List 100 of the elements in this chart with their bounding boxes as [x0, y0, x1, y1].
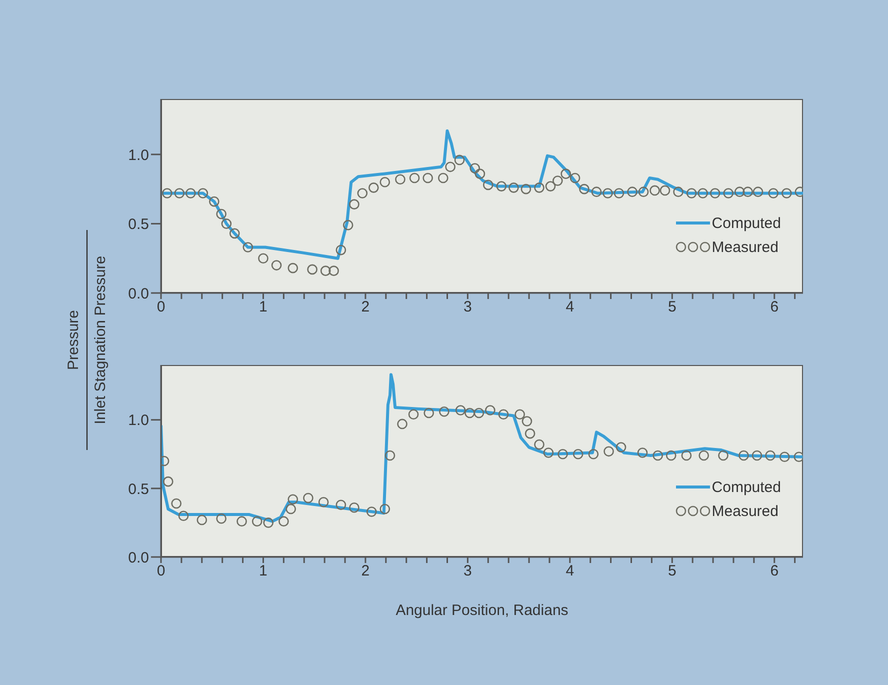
- point: [572, 448, 584, 460]
- point: [660, 185, 670, 196]
- point: [558, 448, 568, 460]
- point: [455, 405, 466, 416]
- point: [171, 498, 182, 509]
- point: [328, 266, 339, 276]
- point: [545, 181, 556, 192]
- x-tick-label: 6: [770, 298, 779, 316]
- point: [522, 416, 532, 426]
- point: [768, 188, 779, 198]
- point: [591, 186, 602, 197]
- point: [380, 504, 390, 514]
- point: [424, 408, 434, 418]
- point: [520, 184, 532, 194]
- point: [534, 439, 544, 450]
- point: [288, 262, 298, 274]
- point: [445, 162, 456, 172]
- point: [560, 168, 571, 179]
- point: [686, 188, 697, 198]
- point: [474, 168, 486, 179]
- point: [366, 506, 377, 517]
- point: [508, 182, 519, 193]
- point: [752, 450, 762, 461]
- point: [221, 218, 232, 229]
- point: [208, 196, 220, 207]
- point: [178, 510, 189, 522]
- point: [422, 172, 433, 184]
- point: [470, 163, 480, 174]
- point: [673, 186, 684, 197]
- x-tick-label: 4: [566, 298, 574, 316]
- point: [637, 448, 648, 458]
- point: [552, 176, 563, 186]
- point: [174, 188, 185, 198]
- point: [380, 176, 390, 188]
- point: [652, 450, 663, 461]
- point: [196, 514, 208, 526]
- x-tick-label: 3: [464, 298, 472, 316]
- point: [384, 450, 396, 461]
- point: [216, 208, 226, 220]
- point: [336, 244, 346, 256]
- point: [698, 188, 708, 198]
- point: [307, 264, 318, 275]
- point: [409, 172, 420, 184]
- point: [303, 492, 314, 504]
- y-tick-label: 0.0: [128, 285, 149, 302]
- point: [278, 516, 289, 526]
- point: [779, 452, 790, 462]
- legend-label: Computed: [712, 214, 781, 232]
- point: [229, 228, 240, 239]
- point: [496, 181, 507, 192]
- y-tick-label: 0.0: [128, 549, 149, 566]
- point: [604, 446, 614, 457]
- point: [162, 188, 172, 198]
- point: [349, 199, 360, 210]
- point: [216, 513, 226, 524]
- point: [320, 266, 331, 276]
- point: [408, 409, 419, 420]
- point: [357, 188, 368, 198]
- x-tick-label: 5: [668, 562, 676, 580]
- point: [252, 516, 262, 526]
- point: [738, 450, 749, 461]
- point: [781, 188, 792, 198]
- y-axis-title: Inlet Stagnation Pressure: [92, 256, 109, 424]
- point: [650, 185, 660, 196]
- point: [524, 428, 536, 439]
- point: [368, 182, 379, 193]
- point: [438, 172, 448, 184]
- y-tick-label: 1.0: [128, 146, 149, 164]
- point: [498, 409, 509, 420]
- x-tick-label: 2: [361, 298, 370, 316]
- point: [718, 450, 728, 461]
- point: [666, 450, 676, 461]
- point: [288, 494, 298, 505]
- point: [242, 242, 254, 252]
- point: [454, 154, 465, 166]
- point: [627, 186, 638, 197]
- point: [794, 452, 803, 462]
- point: [286, 504, 296, 514]
- x-tick-label: 2: [361, 562, 370, 580]
- point: [742, 186, 753, 197]
- point: [570, 172, 580, 184]
- point: [236, 516, 247, 526]
- point: [681, 450, 692, 461]
- x-tick-label: 1: [259, 562, 268, 580]
- point: [482, 180, 494, 190]
- point: [723, 188, 734, 198]
- point: [349, 502, 360, 513]
- point: [474, 408, 484, 418]
- x-tick-label: 6: [770, 562, 779, 580]
- point: [271, 260, 282, 270]
- point: [602, 188, 613, 198]
- point: [162, 476, 174, 487]
- y-tick-label: 0.5: [128, 216, 149, 234]
- point: [588, 448, 599, 460]
- point: [198, 188, 208, 198]
- x-axis-title: Angular Position, Radians: [396, 602, 568, 619]
- x-tick-label: 0: [156, 562, 166, 580]
- y-tick-label: 0.5: [128, 480, 149, 498]
- x-tick-label: 1: [259, 298, 268, 316]
- x-tick-label: 5: [668, 298, 676, 316]
